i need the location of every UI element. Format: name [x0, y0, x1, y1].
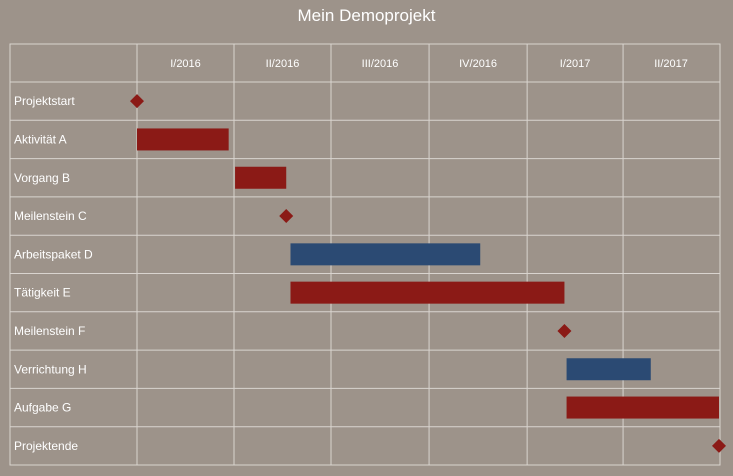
row-label: Projektende [14, 439, 78, 453]
task-bar [235, 166, 287, 189]
milestone-diamond [712, 438, 726, 453]
row-label: Tätigkeit E [14, 286, 71, 300]
chart-title: Mein Demoprojekt [297, 6, 436, 25]
row-label: Aktivität A [14, 132, 67, 146]
quarter-label: I/2017 [560, 58, 591, 70]
row-label: Vorgang B [14, 171, 70, 185]
milestone-diamond [130, 94, 144, 109]
quarter-label: III/2016 [362, 58, 399, 70]
milestone-diamond [279, 209, 294, 224]
quarter-label: II/2016 [266, 58, 300, 70]
milestone-diamond [557, 323, 572, 338]
row-label: Aufgabe G [14, 401, 71, 415]
quarter-label: IV/2016 [459, 58, 497, 70]
task-bar [290, 243, 481, 266]
row-label: Arbeitspaket D [14, 247, 93, 261]
task-bar [566, 396, 719, 419]
row-label: Meilenstein F [14, 324, 85, 338]
quarter-label: I/2016 [170, 58, 201, 70]
task-bar [137, 128, 229, 151]
task-bar [290, 281, 565, 304]
row-label: Meilenstein C [14, 209, 87, 223]
row-label: Verrichtung H [14, 362, 87, 376]
row-label: Projektstart [14, 94, 75, 108]
task-bar [566, 358, 651, 381]
quarter-label: II/2017 [654, 58, 688, 70]
